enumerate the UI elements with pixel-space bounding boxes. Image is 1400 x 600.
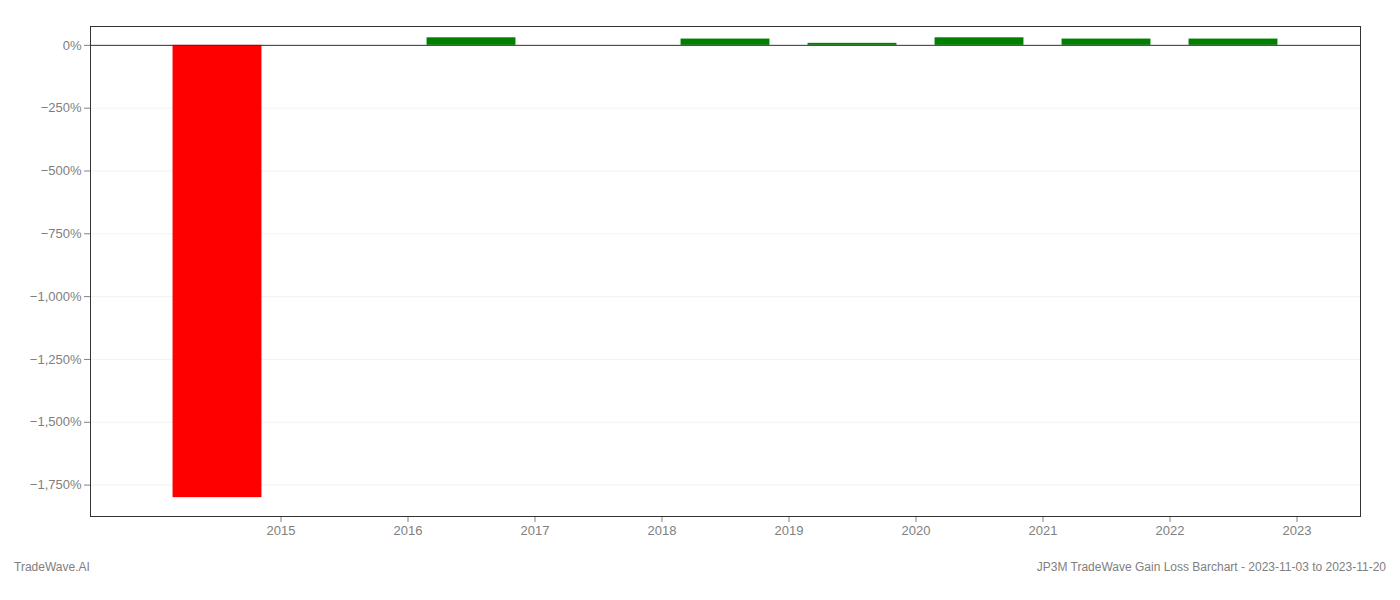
svg-text:−1,250%: −1,250% xyxy=(30,352,82,367)
svg-text:2022: 2022 xyxy=(1156,523,1185,538)
svg-text:2021: 2021 xyxy=(1029,523,1058,538)
html-text:JP3M TradeWave Gain Loss Barch: JP3M TradeWave Gain Loss Barchart - 2023… xyxy=(1036,560,1386,574)
svg-text:−750%: −750% xyxy=(41,226,82,241)
svg-text:2018: 2018 xyxy=(648,523,677,538)
svg-text:2016: 2016 xyxy=(394,523,423,538)
svg-text:−1,500%: −1,500% xyxy=(30,414,82,429)
html-text:TradeWave.AI: TradeWave.AI xyxy=(14,560,90,574)
svg-text:−500%: −500% xyxy=(41,163,82,178)
svg-text:2019: 2019 xyxy=(775,523,804,538)
svg-text:2015: 2015 xyxy=(267,523,296,538)
svg-text:−1,750%: −1,750% xyxy=(30,477,82,492)
svg-text:2017: 2017 xyxy=(521,523,550,538)
svg-text:−1,000%: −1,000% xyxy=(30,289,82,304)
svg-text:2023: 2023 xyxy=(1283,523,1312,538)
svg-text:2020: 2020 xyxy=(902,523,931,538)
svg-text:0%: 0% xyxy=(63,38,82,53)
svg-text:−250%: −250% xyxy=(41,100,82,115)
